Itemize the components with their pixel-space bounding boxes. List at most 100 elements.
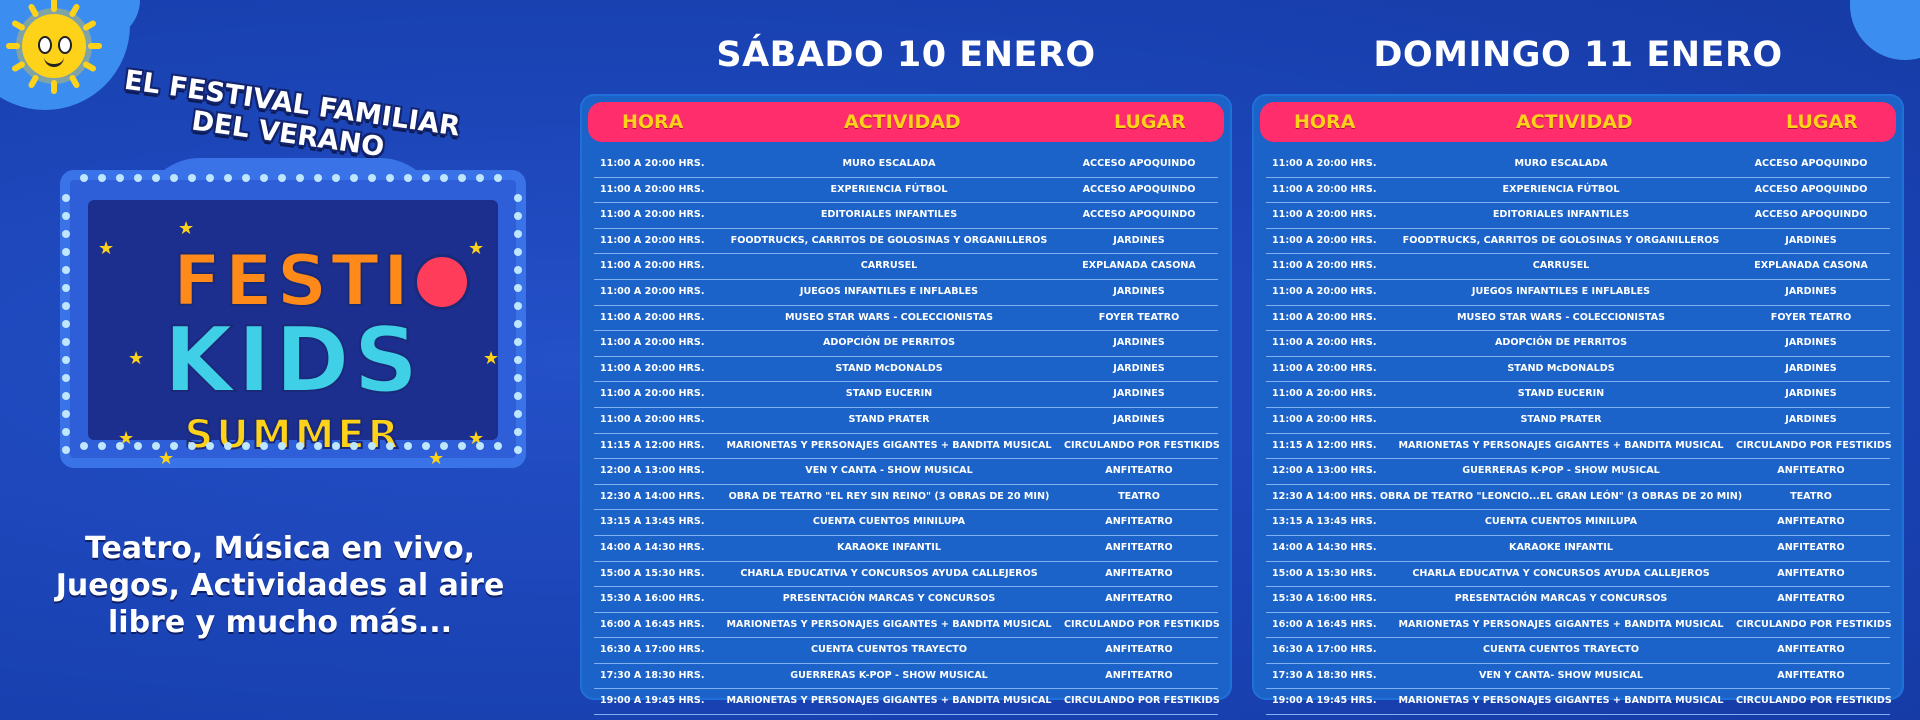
lugar-cell: EXPLANADA CASONA: [1754, 260, 1868, 272]
schedule-header: HORA ACTIVIDAD LUGAR: [1260, 102, 1896, 142]
lugar-cell: JARDINES: [1113, 285, 1165, 297]
marquee-bulb: [206, 442, 214, 450]
saturday-schedule: HORA ACTIVIDAD LUGAR 11:00 A 20:00 HRS. M…: [580, 94, 1232, 716]
actividad-cell: PRESENTACIÓN MARCAS Y CONCURSOS: [1454, 593, 1668, 605]
hora-cell: 11:00 A 20:00 HRS.: [1272, 234, 1377, 246]
marquee-bulb: [514, 428, 522, 436]
marquee-bulb: [350, 174, 358, 182]
lugar-cell: ANFITEATRO: [1777, 669, 1845, 681]
marquee-bulb: [514, 338, 522, 346]
actividad-cell: KARAOKE INFANTIL: [1509, 541, 1613, 553]
star-icon: ★: [178, 218, 195, 239]
lugar-cell: ACCESO APOQUINDO: [1754, 158, 1868, 169]
hora-cell: 11:00 A 20:00 HRS.: [1272, 209, 1377, 221]
hora-cell: 11:00 A 20:00 HRS.: [600, 388, 705, 400]
table-row: 15:30 A 16:00 HRS. PRESENTACIÓN MARCAS Y …: [594, 587, 1218, 613]
table-row: 13:15 A 13:45 HRS. CUENTA CUENTOS MINILUP…: [1266, 510, 1890, 536]
lugar-cell: ANFITEATRO: [1777, 644, 1845, 656]
actividad-cell: MURO ESCALADA: [842, 158, 936, 169]
lugar-cell: ANFITEATRO: [1777, 567, 1845, 579]
hora-cell: 11:00 A 20:00 HRS.: [1272, 311, 1377, 323]
hora-cell: 11:00 A 20:00 HRS.: [600, 337, 705, 349]
marquee-bulb: [494, 442, 502, 450]
actividad-cell: CUENTA CUENTOS MINILUPA: [1484, 516, 1638, 528]
table-row: 16:30 A 17:00 HRS. CUENTA CUENTOS TRAYECT…: [594, 638, 1218, 664]
actividad-cell: JUEGOS INFANTILES E INFLABLES: [1471, 285, 1651, 297]
marquee-bulb: [386, 442, 394, 450]
lugar-cell: JARDINES: [1113, 388, 1165, 400]
marquee-bulb: [62, 374, 70, 382]
actividad-cell: MARIONETAS Y PERSONAJES GIGANTES + BANDI…: [1398, 439, 1724, 451]
actividad-cell: EXPERIENCIA FÚTBOL: [830, 183, 948, 195]
actividad-cell: GUERRERAS K-POP - SHOW MUSICAL: [1462, 465, 1660, 477]
actividad-cell: STAND McDONALDS: [1507, 362, 1615, 374]
schedule-header: HORA ACTIVIDAD LUGAR: [588, 102, 1224, 142]
table-row: 11:00 A 20:00 HRS. CARRUSEL EXPLANADA CASO…: [594, 254, 1218, 280]
marquee-bulb: [386, 174, 394, 182]
actividad-cell: EXPERIENCIA FÚTBOL: [1502, 183, 1620, 195]
sunday-title: DOMINGO 11 ENERO: [1373, 35, 1783, 75]
lugar-cell: ANFITEATRO: [1105, 465, 1173, 477]
marquee-bulb: [514, 320, 522, 328]
marquee-bulb: [514, 194, 522, 202]
marquee-bulb: [170, 174, 178, 182]
table-row: 11:00 A 20:00 HRS. EXPERIENCIA FÚTBOL ACCE…: [1266, 178, 1890, 204]
lugar-cell: JARDINES: [1785, 337, 1837, 349]
star-icon: ★: [428, 448, 445, 469]
table-row: 15:00 A 15:30 HRS. CHARLA EDUCATIVA Y CON…: [1266, 562, 1890, 588]
schedule-rows: 11:00 A 20:00 HRS. MURO ESCALADA ACCESO AP…: [594, 152, 1220, 716]
actividad-cell: OBRA DE TEATRO "EL REY SIN REINO" (3 OBR…: [728, 490, 1050, 502]
hora-cell: 11:15 A 12:00 HRS.: [600, 439, 705, 451]
sun-eye: [58, 36, 72, 54]
hora-cell: 16:30 A 17:00 HRS.: [1272, 644, 1377, 656]
lugar-cell: ANFITEATRO: [1105, 593, 1173, 605]
hora-cell: 15:30 A 16:00 HRS.: [600, 593, 705, 605]
lugar-cell: FOYER TEATRO: [1770, 311, 1852, 323]
lugar-cell: ANFITEATRO: [1777, 465, 1845, 477]
hora-cell: 11:00 A 20:00 HRS.: [600, 311, 705, 323]
marquee-bulb: [404, 174, 412, 182]
actividad-cell: VEN Y CANTA- SHOW MUSICAL: [1478, 669, 1644, 681]
marquee-bulb: [514, 248, 522, 256]
lugar-cell: EXPLANADA CASONA: [1082, 260, 1196, 272]
table-row: 11:00 A 20:00 HRS. STAND EUCERIN JARDINES: [594, 382, 1218, 408]
marquee-bulb: [188, 442, 196, 450]
marquee-bulb: [62, 410, 70, 418]
marquee-bulb: [314, 174, 322, 182]
hora-cell: 12:00 A 13:00 HRS.: [1272, 465, 1377, 477]
promo-line: Juegos, Actividades al aire: [55, 568, 505, 603]
marquee-bulb: [494, 174, 502, 182]
table-row: 16:00 A 16:45 HRS. MARIONETAS Y PERSONAJE…: [1266, 613, 1892, 639]
table-row: 11:15 A 12:00 HRS. MARIONETAS Y PERSONAJE…: [1266, 434, 1892, 460]
actividad-cell: MUSEO STAR WARS - COLECCIONISTAS: [1456, 311, 1665, 323]
theater-mask-icon: [414, 254, 470, 310]
table-row: 17:30 A 18:30 HRS. GUERRERAS K-POP - SHOW…: [594, 664, 1218, 690]
hora-cell: 11:00 A 20:00 HRS.: [600, 209, 705, 221]
hora-cell: 11:00 A 20:00 HRS.: [1272, 362, 1377, 374]
marquee-bulb: [206, 174, 214, 182]
promo-line: libre y mucho más...: [108, 605, 452, 640]
actividad-cell: MARIONETAS Y PERSONAJES GIGANTES + BANDI…: [1398, 618, 1724, 630]
table-row: 19:00 A 19:45 HRS. MARIONETAS Y PERSONAJE…: [594, 689, 1220, 716]
actividad-cell: EDITORIALES INFANTILES: [820, 209, 958, 221]
actividad-cell: STAND PRATER: [1520, 413, 1602, 425]
star-icon: ★: [483, 348, 500, 369]
table-row: 11:00 A 20:00 HRS. EDITORIALES INFANTILES…: [1266, 203, 1890, 229]
lugar-cell: CIRCULANDO POR FESTIKIDS: [1736, 439, 1892, 451]
marquee-bulb: [134, 442, 142, 450]
marquee-bulb: [62, 302, 70, 310]
lugar-cell: JARDINES: [1113, 337, 1165, 349]
hora-cell: 11:00 A 20:00 HRS.: [600, 285, 705, 297]
table-row: 11:00 A 20:00 HRS. STAND EUCERIN JARDINES: [1266, 382, 1890, 408]
sun-icon: [6, 0, 102, 94]
lugar-cell: JARDINES: [1785, 413, 1837, 425]
hora-cell: 17:30 A 18:30 HRS.: [600, 669, 705, 681]
lugar-cell: TEATRO: [1790, 490, 1832, 502]
marquee-bulb: [422, 174, 430, 182]
lugar-cell: JARDINES: [1785, 388, 1837, 400]
actividad-cell: KARAOKE INFANTIL: [837, 541, 941, 553]
marquee-bulb: [80, 442, 88, 450]
marquee-bulb: [422, 442, 430, 450]
hora-cell: 11:15 A 12:00 HRS.: [1272, 439, 1377, 451]
table-row: 15:00 A 15:30 HRS. CHARLA EDUCATIVA Y CON…: [594, 562, 1218, 588]
